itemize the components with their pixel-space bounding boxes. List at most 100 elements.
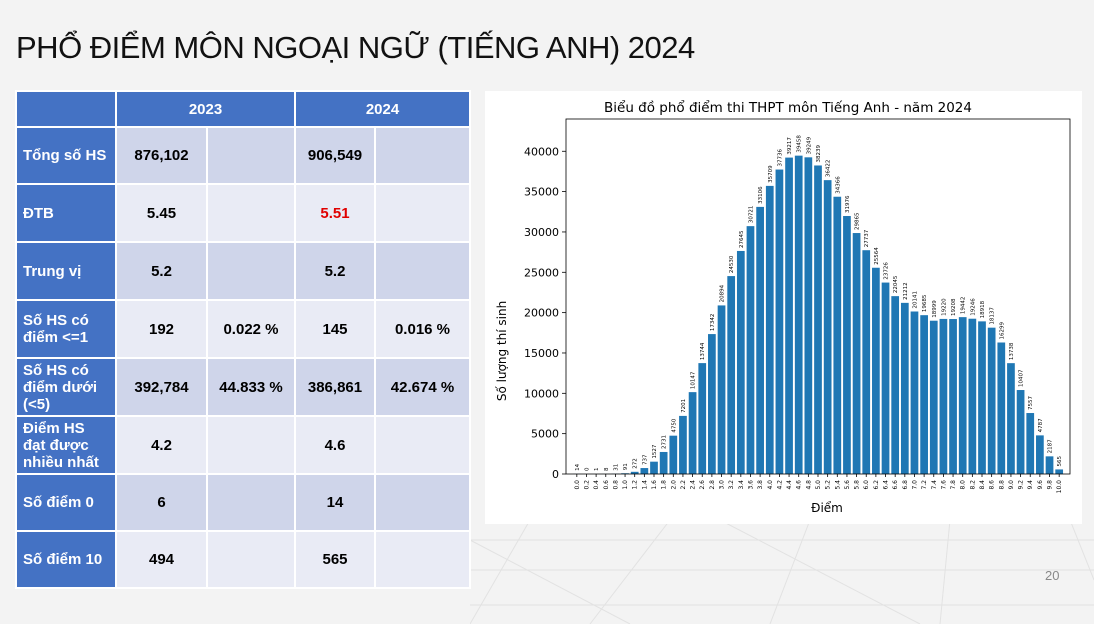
value-2023: 4.2 xyxy=(115,415,208,475)
x-tick-label: 0.4 xyxy=(593,480,600,490)
bar-value-label: 36422 xyxy=(826,160,832,178)
value-2024-highlight: 5.51 xyxy=(294,183,376,243)
y-tick-label: 15000 xyxy=(524,347,559,360)
bar-value-label: 31 xyxy=(613,464,619,471)
row-label: Số HS có điểm <=1 xyxy=(15,299,117,359)
x-tick-label: 0.2 xyxy=(583,480,590,490)
bar-value-label: 18999 xyxy=(932,300,938,318)
x-tick-label: 7.8 xyxy=(950,480,957,490)
percent-2023: 0.022 % xyxy=(206,299,296,359)
y-tick-label: 25000 xyxy=(524,266,559,279)
percent-2024 xyxy=(374,530,471,589)
bar xyxy=(1016,390,1025,474)
bar xyxy=(987,327,996,474)
value-2024: 5.2 xyxy=(294,241,376,301)
bar-value-label: 27645 xyxy=(739,230,745,248)
page-number: 20 xyxy=(1045,568,1060,583)
bar-value-label: 19246 xyxy=(970,298,976,316)
x-tick-label: 4.8 xyxy=(805,480,812,490)
bar xyxy=(717,305,726,474)
x-tick-label: 5.2 xyxy=(825,480,832,490)
table-row: Số điểm 10 494 565 xyxy=(15,530,471,589)
x-tick-label: 4.4 xyxy=(786,480,793,490)
row-label: ĐTB xyxy=(15,183,117,243)
bar-value-label: 38239 xyxy=(816,144,822,162)
value-2024: 14 xyxy=(294,473,376,532)
percent-2024: 0.016 % xyxy=(374,299,471,359)
x-tick-label: 2.0 xyxy=(670,480,677,490)
percent-2024 xyxy=(374,126,471,185)
y-tick-label: 40000 xyxy=(524,145,559,158)
bar xyxy=(698,363,707,474)
bar-value-label: 35709 xyxy=(768,165,774,183)
stats-table: 2023 2024 Tổng số HS 876,102 906,549 ĐTB… xyxy=(15,90,471,589)
x-tick-label: 5.6 xyxy=(844,480,851,490)
percent-2023 xyxy=(206,126,296,185)
bar xyxy=(1007,363,1015,474)
percent-2024 xyxy=(374,415,471,475)
percent-2023 xyxy=(206,415,296,475)
bar-value-label: 27737 xyxy=(864,229,870,247)
x-tick-label: 8.6 xyxy=(989,480,996,490)
bar-value-label: 1527 xyxy=(652,444,658,458)
percent-2023 xyxy=(206,183,296,243)
x-tick-label: 2.2 xyxy=(680,480,687,490)
bar-value-label: 16299 xyxy=(999,322,1005,340)
bar xyxy=(1055,469,1064,474)
bar xyxy=(708,334,716,474)
bar xyxy=(727,276,736,474)
bar-value-label: 19685 xyxy=(922,294,928,312)
bar-value-label: 10407 xyxy=(1019,369,1025,387)
percent-2024 xyxy=(374,241,471,301)
bar xyxy=(804,157,813,474)
percent-2024 xyxy=(374,183,471,243)
value-2024: 906,549 xyxy=(294,126,376,185)
x-tick-label: 7.2 xyxy=(921,480,928,490)
x-tick-label: 4.6 xyxy=(796,480,803,490)
x-tick-label: 7.6 xyxy=(940,480,947,490)
x-tick-label: 0.8 xyxy=(612,480,619,490)
row-label: Số HS có điểm dưới (<5) xyxy=(15,357,117,417)
value-2023: 392,784 xyxy=(115,357,208,417)
x-tick-label: 6.0 xyxy=(863,480,870,490)
bar-value-label: 4750 xyxy=(671,418,677,432)
bar xyxy=(756,206,764,474)
bar xyxy=(746,226,755,474)
bar-value-label: 21212 xyxy=(903,282,909,300)
x-tick-label: 9.8 xyxy=(1047,480,1054,490)
x-tick-label: 6.2 xyxy=(873,480,880,490)
bar xyxy=(650,461,658,474)
table-row: ĐTB 5.45 5.51 xyxy=(15,183,471,243)
bar xyxy=(843,216,851,474)
bar-value-label: 20894 xyxy=(720,284,726,302)
bar-value-label: 10147 xyxy=(691,371,697,389)
bar-value-label: 31976 xyxy=(845,195,851,213)
x-tick-label: 5.4 xyxy=(834,480,841,490)
value-2023: 5.2 xyxy=(115,241,208,301)
bar-value-label: 18137 xyxy=(990,307,996,325)
bar xyxy=(640,468,649,474)
x-tick-label: 8.8 xyxy=(998,480,1005,490)
bar-value-label: 2187 xyxy=(1048,439,1054,453)
bar xyxy=(688,392,697,474)
bar xyxy=(669,435,678,474)
bar-value-label: 13738 xyxy=(1009,342,1015,360)
bar-value-label: 0 xyxy=(584,467,590,471)
bar xyxy=(891,296,900,474)
x-tick-label: 7.0 xyxy=(911,480,918,490)
x-tick-label: 1.6 xyxy=(651,480,658,490)
chart-panel: Biểu đồ phổ điểm thi THPT môn Tiếng Anh … xyxy=(485,91,1082,524)
bar-value-label: 29865 xyxy=(855,212,861,230)
row-label: Tổng số HS xyxy=(15,126,117,185)
x-tick-label: 9.6 xyxy=(1037,480,1044,490)
bar-value-label: 18918 xyxy=(980,300,986,318)
x-tick-label: 8.0 xyxy=(960,480,967,490)
slide-title: PHỔ ĐIỂM MÔN NGOẠI NGỮ (TIẾNG ANH) 2024 xyxy=(16,30,695,65)
y-tick-label: 20000 xyxy=(524,307,559,320)
percent-2024: 42.674 % xyxy=(374,357,471,417)
table-header-row: 2023 2024 xyxy=(15,90,471,128)
bar-value-label: 30721 xyxy=(748,206,754,224)
bar-value-label: 25564 xyxy=(874,247,880,265)
bar-value-label: 20141 xyxy=(912,291,918,309)
bar-value-label: 13744 xyxy=(700,342,706,360)
